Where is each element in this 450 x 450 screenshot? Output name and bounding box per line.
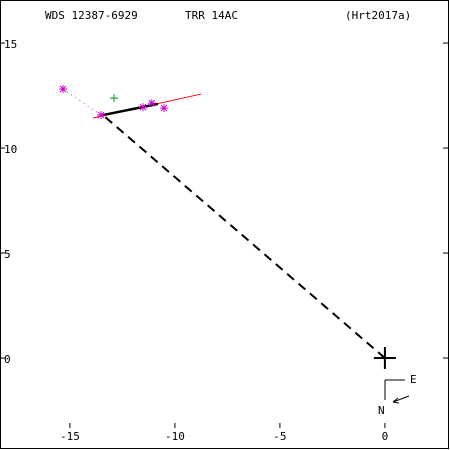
y-tick-label: 5: [4, 248, 11, 261]
compass-e: E: [410, 373, 417, 386]
compass-n: N: [378, 404, 385, 417]
marker-shape: [373, 347, 396, 370]
reference-label: (Hrt2017a): [345, 9, 411, 22]
orbit-line: [102, 114, 386, 359]
marker: [159, 104, 168, 113]
marker-shape: [159, 104, 168, 113]
marker: [58, 85, 67, 94]
orbit-line: [62, 88, 102, 116]
y-tick-label: 15: [4, 38, 17, 51]
motion-arrow: [392, 395, 410, 404]
marker: [147, 99, 156, 108]
x-tick-label: -15: [60, 430, 80, 443]
discoverer-label: TRR 14AC: [185, 9, 238, 22]
marker-shape: [58, 85, 67, 94]
compass: [384, 379, 410, 404]
marker: [373, 347, 396, 370]
marker-shape: [110, 94, 119, 103]
marker: [97, 111, 106, 120]
y-tick-label: 10: [4, 143, 17, 156]
marker-shape: [147, 99, 156, 108]
x-tick-label: -5: [273, 430, 286, 443]
x-tick-label: 0: [382, 430, 389, 443]
marker: [110, 94, 119, 103]
x-tick-label: -10: [165, 430, 185, 443]
wds-label: WDS 12387-6929: [45, 9, 138, 22]
marker-shape: [139, 103, 147, 112]
marker-shape: [97, 111, 106, 120]
y-tick-label: 0: [4, 353, 11, 366]
marker: [139, 103, 147, 112]
